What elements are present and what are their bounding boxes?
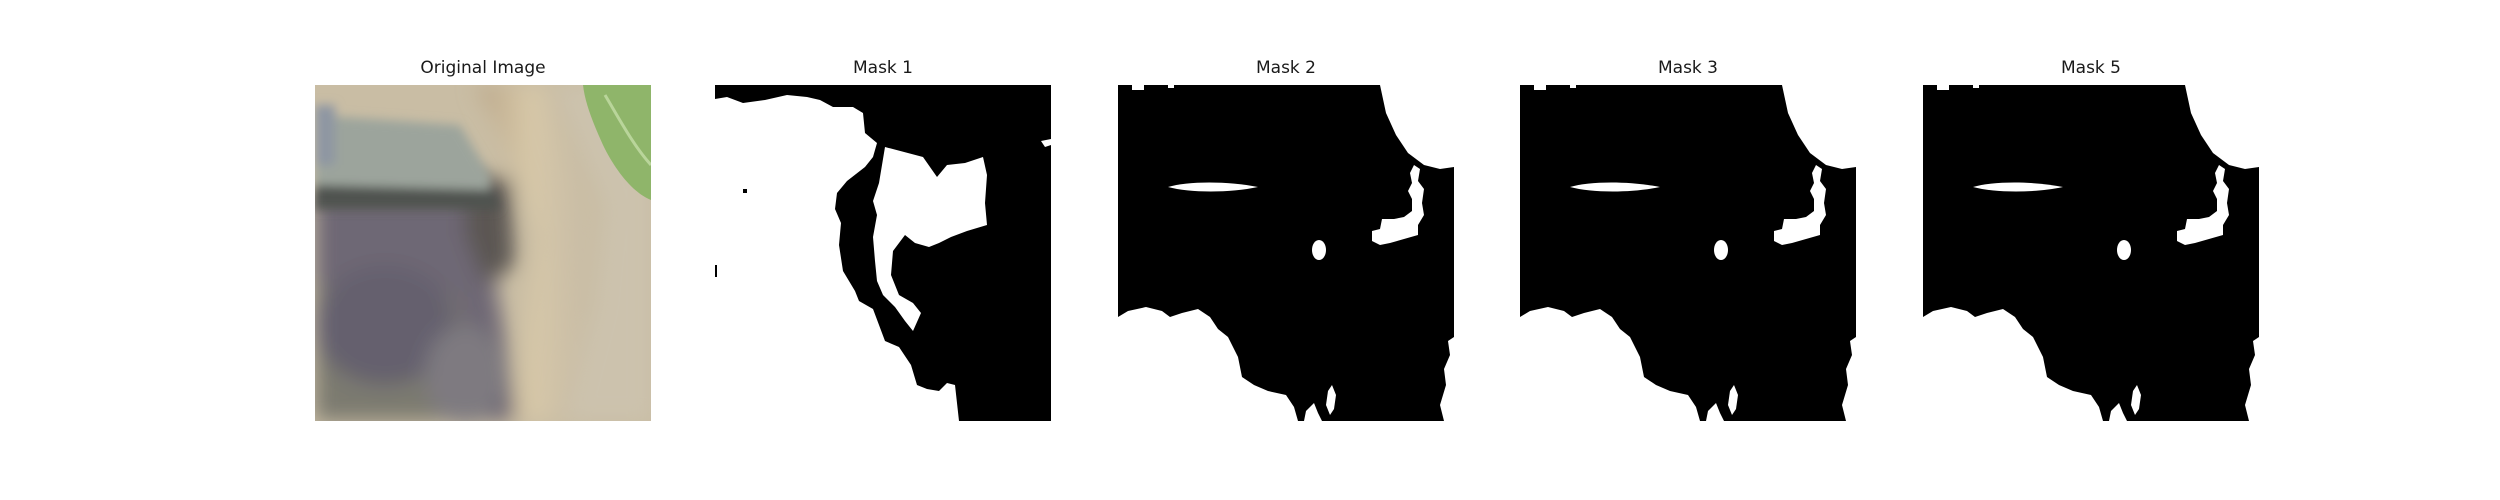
mask-3-title: Mask 3 xyxy=(1657,58,1718,78)
mask-3-image xyxy=(1520,85,1856,421)
mask-1-image xyxy=(715,85,1051,421)
original-image-title: Original Image xyxy=(420,58,546,78)
mask-2-image xyxy=(1118,85,1454,421)
mask-3 xyxy=(1520,85,1856,421)
mask-2-title: Mask 2 xyxy=(1255,58,1316,78)
mask-1 xyxy=(715,85,1051,421)
mask-5-image xyxy=(1923,85,2259,421)
mask-1-title: Mask 1 xyxy=(852,58,913,78)
mask-5 xyxy=(1923,85,2259,421)
original-image-photo xyxy=(315,85,651,421)
mask-2 xyxy=(1118,85,1454,421)
original-image xyxy=(315,85,651,421)
mask-5-title: Mask 5 xyxy=(2060,58,2121,78)
